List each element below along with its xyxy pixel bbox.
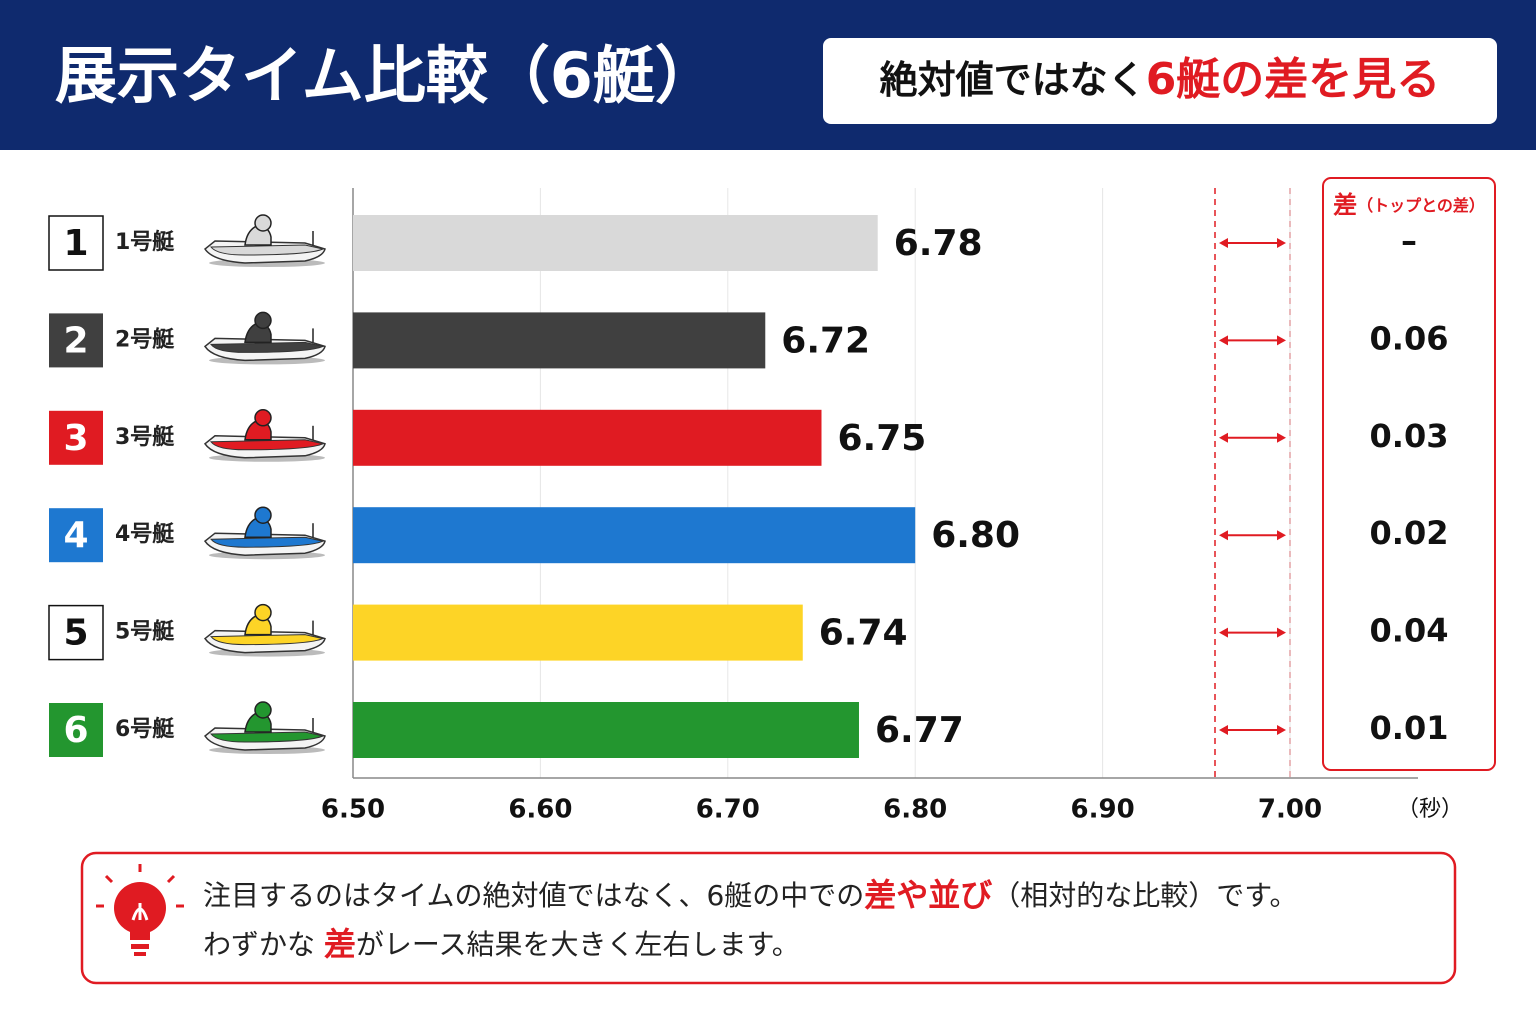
value-label: 6.80 [931, 515, 1020, 556]
value-label: 6.78 [894, 223, 983, 264]
bar [353, 215, 878, 271]
bar [353, 312, 766, 369]
rider-head [254, 603, 272, 622]
subtitle-highlight: 6艇の差を見る [1146, 54, 1441, 105]
subtitle: 絶対値ではなく6艇の差を見る [880, 54, 1441, 105]
x-unit: （秒） [1397, 797, 1463, 822]
note-text: （相対的な比較）です。 [992, 879, 1297, 912]
badge [48, 604, 104, 661]
x-tick-label: 7.00 [1258, 795, 1322, 825]
boat-icon [203, 409, 326, 462]
diff-header-note: （トップとの差） [1357, 196, 1485, 215]
rider-head [254, 506, 272, 524]
category-label: 1号艇 [115, 229, 175, 255]
diff-value: 0.04 [1370, 612, 1449, 650]
diff-header: 差（トップとの差） [1333, 191, 1485, 219]
rider-head [254, 409, 272, 427]
x-tick-label: 6.80 [883, 795, 947, 825]
category-label: 3号艇 [115, 424, 175, 450]
boat-icon [203, 603, 326, 657]
x-tick-label: 6.90 [1071, 795, 1135, 825]
x-tick-label: 6.50 [321, 795, 385, 825]
boat-deck [210, 536, 325, 548]
badge-label: 1 [63, 223, 88, 264]
value-label: 6.75 [838, 418, 927, 459]
note-box [80, 851, 1457, 985]
category-label: 4号艇 [115, 521, 175, 547]
badge-label: 2 [63, 320, 88, 361]
value-label: 6.74 [819, 613, 908, 654]
subtitle-box [823, 38, 1497, 124]
value-label: 6.72 [781, 320, 870, 361]
x-tick-label: 6.70 [696, 795, 760, 825]
rider-head [254, 701, 272, 719]
category-label: 5号艇 [115, 619, 175, 645]
note-emphasis: 差 [324, 925, 356, 963]
boat-deck [210, 634, 325, 646]
badge [48, 215, 104, 271]
badge [49, 703, 103, 757]
badge [49, 410, 103, 465]
boat-icon [203, 701, 326, 754]
boat-icon [203, 214, 326, 267]
note-text: がレース結果を大きく左右します。 [356, 928, 800, 961]
bar [353, 409, 822, 466]
bar [353, 507, 916, 564]
diff-value: 0.02 [1370, 514, 1449, 552]
note-text: わずかな [203, 928, 324, 961]
value-label: 6.77 [875, 710, 964, 751]
boat-icon [203, 311, 326, 365]
x-tick-label: 6.60 [508, 795, 572, 825]
chart-title: 展示タイム比較（6艇） [55, 39, 717, 112]
category-label: 6号艇 [115, 716, 175, 742]
badge-label: 5 [63, 613, 88, 654]
rider-head [254, 214, 272, 232]
note-line: 注目するのはタイムの絶対値ではなく、6艇の中での差や並び（相対的な比較）です。 [203, 876, 1297, 914]
boat-icon [203, 506, 326, 560]
badge-label: 3 [63, 418, 88, 459]
boat-deck [210, 341, 325, 353]
bar [353, 702, 859, 758]
diff-value: 0.06 [1370, 319, 1449, 357]
note-line: わずかな 差がレース結果を大きく左右します。 [203, 925, 800, 963]
bar [353, 604, 803, 661]
diff-value: 0.01 [1370, 709, 1449, 747]
badge-label: 4 [63, 515, 88, 556]
badge-label: 6 [63, 710, 88, 751]
diff-value: 0.03 [1370, 417, 1449, 455]
badge [49, 313, 103, 368]
diff-header-main: 差 [1333, 191, 1357, 219]
boat-deck [210, 244, 325, 256]
diff-box [1322, 177, 1496, 771]
note-emphasis: 差や並び [864, 876, 992, 914]
badge [49, 508, 103, 563]
boat-deck [210, 439, 325, 451]
diff-value: – [1401, 222, 1417, 260]
boat-deck [210, 731, 325, 743]
note-text: 注目するのはタイムの絶対値ではなく、6艇の中での [203, 879, 864, 912]
subtitle-text: 絶対値ではなく [880, 58, 1146, 102]
rider-head [254, 311, 272, 330]
category-label: 2号艇 [115, 326, 175, 352]
bulb-icon [96, 864, 184, 956]
